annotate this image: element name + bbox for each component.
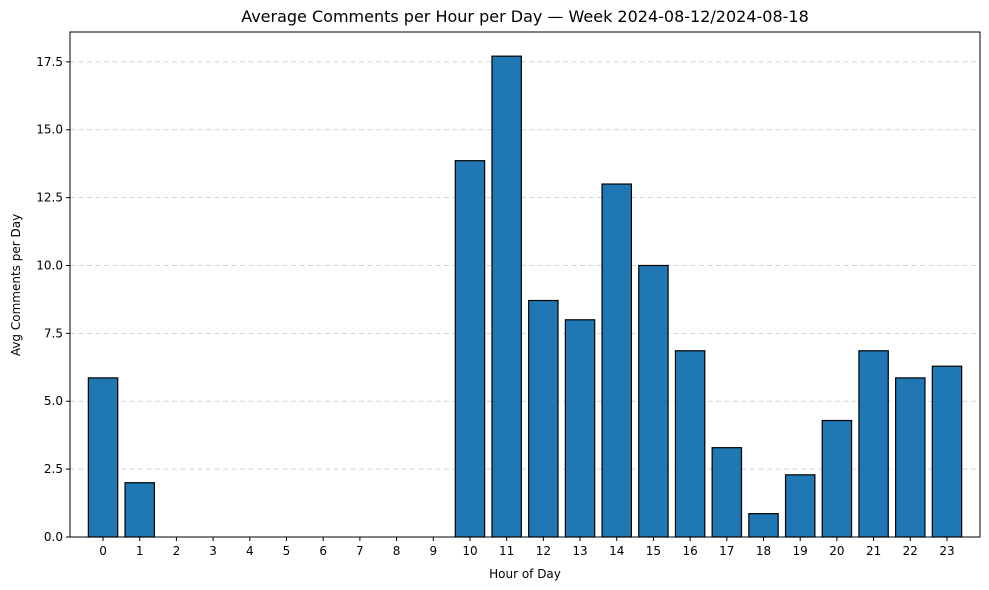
y-tick-label: 10.0: [36, 258, 63, 272]
x-tick-label: 15: [646, 544, 661, 558]
x-axis-label: Hour of Day: [489, 567, 561, 581]
bar-hour-18: [748, 513, 779, 538]
x-tick-label: 18: [756, 544, 771, 558]
bar-hour-12: [528, 299, 559, 538]
y-tick-label: 2.5: [44, 462, 63, 476]
x-tick-label: 19: [793, 544, 808, 558]
x-tick-label: 17: [719, 544, 734, 558]
y-axis-ticks: 0.0 2.5 5.0 7.5 10.0 12.5 15.0 17.5: [36, 55, 70, 544]
bar-hour-10: [454, 160, 486, 538]
y-tick-label: 12.5: [36, 191, 63, 205]
bar-hour-20: [821, 419, 853, 538]
x-tick-label: 9: [429, 544, 437, 558]
x-tick-label: 7: [356, 544, 364, 558]
plot-frame: [69, 31, 981, 538]
bar-hour-22: [895, 377, 926, 538]
x-tick-label: 20: [829, 544, 844, 558]
bar-hour-16: [674, 350, 706, 538]
bar-hour-17: [711, 447, 743, 538]
x-tick-label: 10: [462, 544, 477, 558]
x-axis-ticks: 0 1 2 3 4 5 6 7 8 9 10 11 12 13 14 15 16 17 18 19 20 21 22 23: [99, 537, 955, 558]
x-tick-label: 23: [939, 544, 954, 558]
x-tick-label: 8: [393, 544, 401, 558]
bar-hour-0: [87, 377, 119, 538]
bar-hour-1: [124, 482, 155, 538]
y-axis-label: Avg Comments per Day: [9, 214, 23, 356]
bar-hour-11: [491, 55, 522, 538]
x-tick-label: 5: [283, 544, 291, 558]
bar-hour-23: [931, 365, 963, 538]
x-tick-label: 4: [246, 544, 254, 558]
x-tick-label: 3: [209, 544, 217, 558]
bar-hour-19: [784, 474, 816, 538]
bar-hour-21: [858, 350, 889, 538]
x-tick-label: 6: [319, 544, 327, 558]
x-tick-label: 16: [682, 544, 697, 558]
x-tick-label: 12: [536, 544, 551, 558]
x-tick-label: 14: [609, 544, 624, 558]
x-tick-label: 11: [499, 544, 514, 558]
x-tick-label: 21: [866, 544, 881, 558]
y-tick-label: 17.5: [36, 55, 63, 69]
y-tick-label: 0.0: [44, 530, 63, 544]
y-tick-label: 5.0: [44, 394, 63, 408]
y-tick-label: 15.0: [36, 123, 63, 137]
bar-hour-13: [564, 319, 596, 538]
bars: [87, 55, 963, 538]
x-tick-label: 22: [903, 544, 918, 558]
y-tick-label: 7.5: [44, 326, 63, 340]
x-tick-label: 1: [136, 544, 144, 558]
x-tick-label: 2: [173, 544, 181, 558]
chart-title: Average Comments per Hour per Day — Week…: [241, 7, 809, 26]
x-tick-label: 13: [572, 544, 587, 558]
bar-hour-14: [601, 183, 633, 538]
bar-hour-15: [638, 264, 669, 538]
x-tick-label: 0: [99, 544, 107, 558]
